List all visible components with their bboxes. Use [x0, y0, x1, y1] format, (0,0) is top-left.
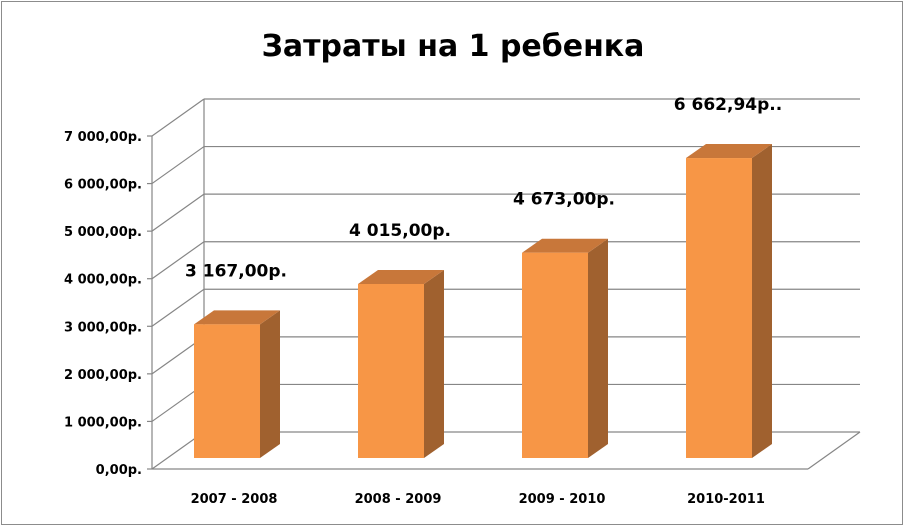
- y-tick-label: 5 000,00р.: [64, 225, 142, 240]
- y-axis: 0,00р. 1 000,00р. 2 000,00р. 3 000,00р. 4 00…: [64, 130, 153, 478]
- y-tick-label: 6 000,00р.: [64, 178, 142, 193]
- x-tick-label: 2010-2011: [687, 492, 765, 507]
- x-tick-label: 2009 - 2010: [519, 492, 606, 507]
- bar: [522, 238, 608, 458]
- floor-right-edge: [807, 431, 861, 470]
- bar-top: [194, 310, 280, 325]
- x-tick-label: 2008 - 2009: [355, 492, 442, 507]
- y-tick-label: 0,00р.: [96, 463, 142, 478]
- data-label: 3 167,00р.: [185, 261, 287, 281]
- y-tick-label: 7 000,00р.: [64, 130, 142, 145]
- bar-top: [686, 144, 772, 159]
- data-label: 6 662,94р..: [674, 95, 782, 115]
- bar-side: [424, 270, 444, 458]
- bar: [194, 310, 280, 458]
- y-tick-label: 4 000,00р.: [64, 273, 142, 288]
- bar-front: [358, 284, 424, 458]
- gridline-diagonal: [151, 193, 205, 232]
- data-label: 4 673,00р.: [513, 190, 615, 210]
- bars: [194, 144, 772, 458]
- bar-top: [358, 270, 444, 285]
- bar-front: [522, 252, 588, 458]
- bar-side: [260, 310, 280, 458]
- bar-front: [194, 324, 260, 458]
- chart-title: Затраты на 1 ребенка: [262, 29, 645, 64]
- bar: [358, 270, 444, 458]
- data-label: 4 015,00р.: [349, 221, 451, 241]
- bar-side: [752, 144, 772, 458]
- gridline-diagonal: [151, 146, 205, 185]
- y-tick-label: 2 000,00р.: [64, 368, 142, 383]
- bar-front: [686, 158, 752, 458]
- data-labels: 3 167,00р. 4 015,00р. 4 673,00р. 6 662,94р.…: [185, 95, 782, 281]
- x-axis: 2007 - 2008 2008 - 2009 2009 - 2010 2010-20…: [191, 492, 765, 507]
- bar-top: [522, 238, 608, 253]
- bar-side: [588, 238, 608, 458]
- x-tick-label: 2007 - 2008: [191, 492, 278, 507]
- gridline-diagonal: [151, 288, 205, 327]
- bar: [686, 144, 772, 458]
- gridline-diagonal: [151, 241, 205, 280]
- gridline-diagonal: [151, 98, 205, 137]
- y-tick-label: 1 000,00р.: [64, 415, 142, 430]
- y-tick-label: 3 000,00р.: [64, 320, 142, 335]
